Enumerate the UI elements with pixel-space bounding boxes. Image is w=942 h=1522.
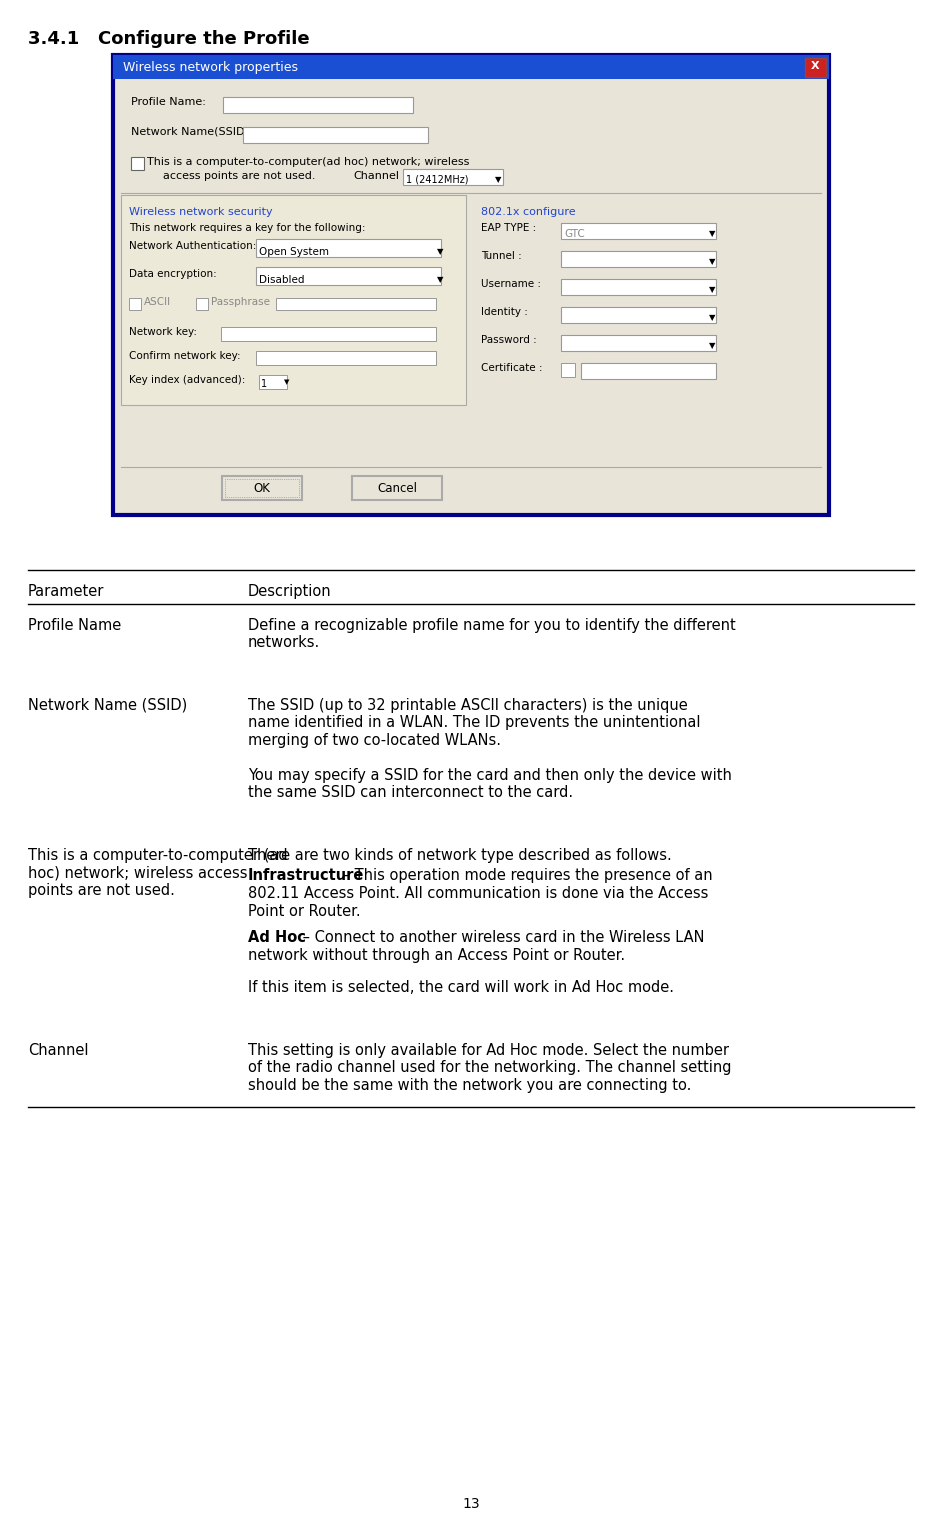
Text: Open System: Open System [259,247,329,257]
Bar [561,364,575,377]
Bar [259,374,287,390]
Text: Profile Name: Profile Name [28,618,122,633]
Text: This setting is only available for Ad Hoc mode. Select the number
of the radio c: This setting is only available for Ad Ho… [248,1043,732,1093]
Text: This is a computer-to-computer (ad
hoc) network; wireless access
points are not : This is a computer-to-computer (ad hoc) … [28,848,287,898]
Bar [196,298,208,310]
Text: 13: 13 [463,1498,479,1511]
Text: This is a computer-to-computer(ad hoc) network; wireless: This is a computer-to-computer(ad hoc) n… [147,157,469,167]
Text: Channel: Channel [28,1043,89,1058]
Bar [403,169,503,186]
Text: Network Name (SSID): Network Name (SSID) [28,699,187,712]
Bar [561,307,716,323]
Text: ASCII: ASCII [144,297,171,307]
Bar [221,327,436,341]
Bar [223,97,413,113]
Text: Wireless network properties: Wireless network properties [123,61,298,73]
Text: Disabled: Disabled [259,275,304,285]
FancyBboxPatch shape [222,476,302,501]
Text: This network requires a key for the following:: This network requires a key for the foll… [129,224,365,233]
Text: Network Name(SSID):: Network Name(SSID): [131,126,252,137]
Text: Point or Router.: Point or Router. [248,904,361,919]
Text: Parameter: Parameter [28,584,105,600]
Text: Confirm network key:: Confirm network key: [129,352,240,361]
Text: If this item is selected, the card will work in Ad Hoc mode.: If this item is selected, the card will … [248,980,674,995]
Text: Ad Hoc: Ad Hoc [248,930,306,945]
Text: ▼: ▼ [284,379,289,385]
Text: X: X [811,61,820,72]
Text: EAP TYPE :: EAP TYPE : [481,224,536,233]
Text: 802.1x configure: 802.1x configure [481,207,576,218]
Bar [256,266,441,285]
Text: Define a recognizable profile name for you to identify the different
networks.: Define a recognizable profile name for y… [248,618,736,650]
Text: Data encryption:: Data encryption: [129,269,217,279]
Bar [276,298,436,310]
Text: Network Authentication:: Network Authentication: [129,240,256,251]
Bar [129,298,141,310]
Text: Tunnel :: Tunnel : [481,251,522,260]
Bar [561,251,716,266]
Bar [256,239,441,257]
Text: Infrastructure: Infrastructure [248,868,365,883]
Text: Certificate :: Certificate : [481,364,543,373]
Text: access points are not used.: access points are not used. [163,170,316,181]
Text: Description: Description [248,584,332,600]
Text: ▼: ▼ [437,275,444,285]
Text: ▼: ▼ [495,175,501,184]
Text: network without through an Access Point or Router.: network without through an Access Point … [248,948,625,963]
Text: ▼: ▼ [709,341,716,350]
Text: Passphrase: Passphrase [211,297,270,307]
Bar [131,157,144,170]
Text: GTC: GTC [564,228,585,239]
Bar [561,335,716,352]
Bar [805,58,826,78]
Bar [121,195,466,405]
Text: ▼: ▼ [437,247,444,256]
Text: Profile Name:: Profile Name: [131,97,206,107]
Text: – This operation mode requires the presence of an: – This operation mode requires the prese… [338,868,713,883]
Text: OK: OK [253,481,270,495]
Text: Username :: Username : [481,279,541,289]
Text: 3.4.1   Configure the Profile: 3.4.1 Configure the Profile [28,30,310,49]
Text: There are two kinds of network type described as follows.: There are two kinds of network type desc… [248,848,672,863]
FancyBboxPatch shape [352,476,442,501]
Bar [561,279,716,295]
Text: The SSID (up to 32 printable ASCII characters) is the unique
name identified in : The SSID (up to 32 printable ASCII chara… [248,699,732,801]
Bar [113,55,829,79]
Text: Key index (advanced):: Key index (advanced): [129,374,245,385]
Text: Wireless network security: Wireless network security [129,207,272,218]
Text: ▼: ▼ [709,228,716,237]
Text: Channel: Channel [353,170,399,181]
Text: Network key:: Network key: [129,327,197,336]
Text: 1: 1 [261,379,268,390]
Bar [256,352,436,365]
Bar [113,55,829,514]
Text: Identity :: Identity : [481,307,528,317]
Text: ▼: ▼ [709,285,716,294]
Text: – Connect to another wireless card in the Wireless LAN: – Connect to another wireless card in th… [298,930,705,945]
Text: ▼: ▼ [709,314,716,323]
Bar [561,224,716,239]
Bar [581,364,716,379]
Text: Cancel: Cancel [377,481,417,495]
Text: ▼: ▼ [709,257,716,266]
Bar [243,126,428,143]
Text: Password :: Password : [481,335,537,345]
Text: 802.11 Access Point. All communication is done via the Access: 802.11 Access Point. All communication i… [248,886,708,901]
Text: 1 (2412MHz): 1 (2412MHz) [406,175,468,186]
